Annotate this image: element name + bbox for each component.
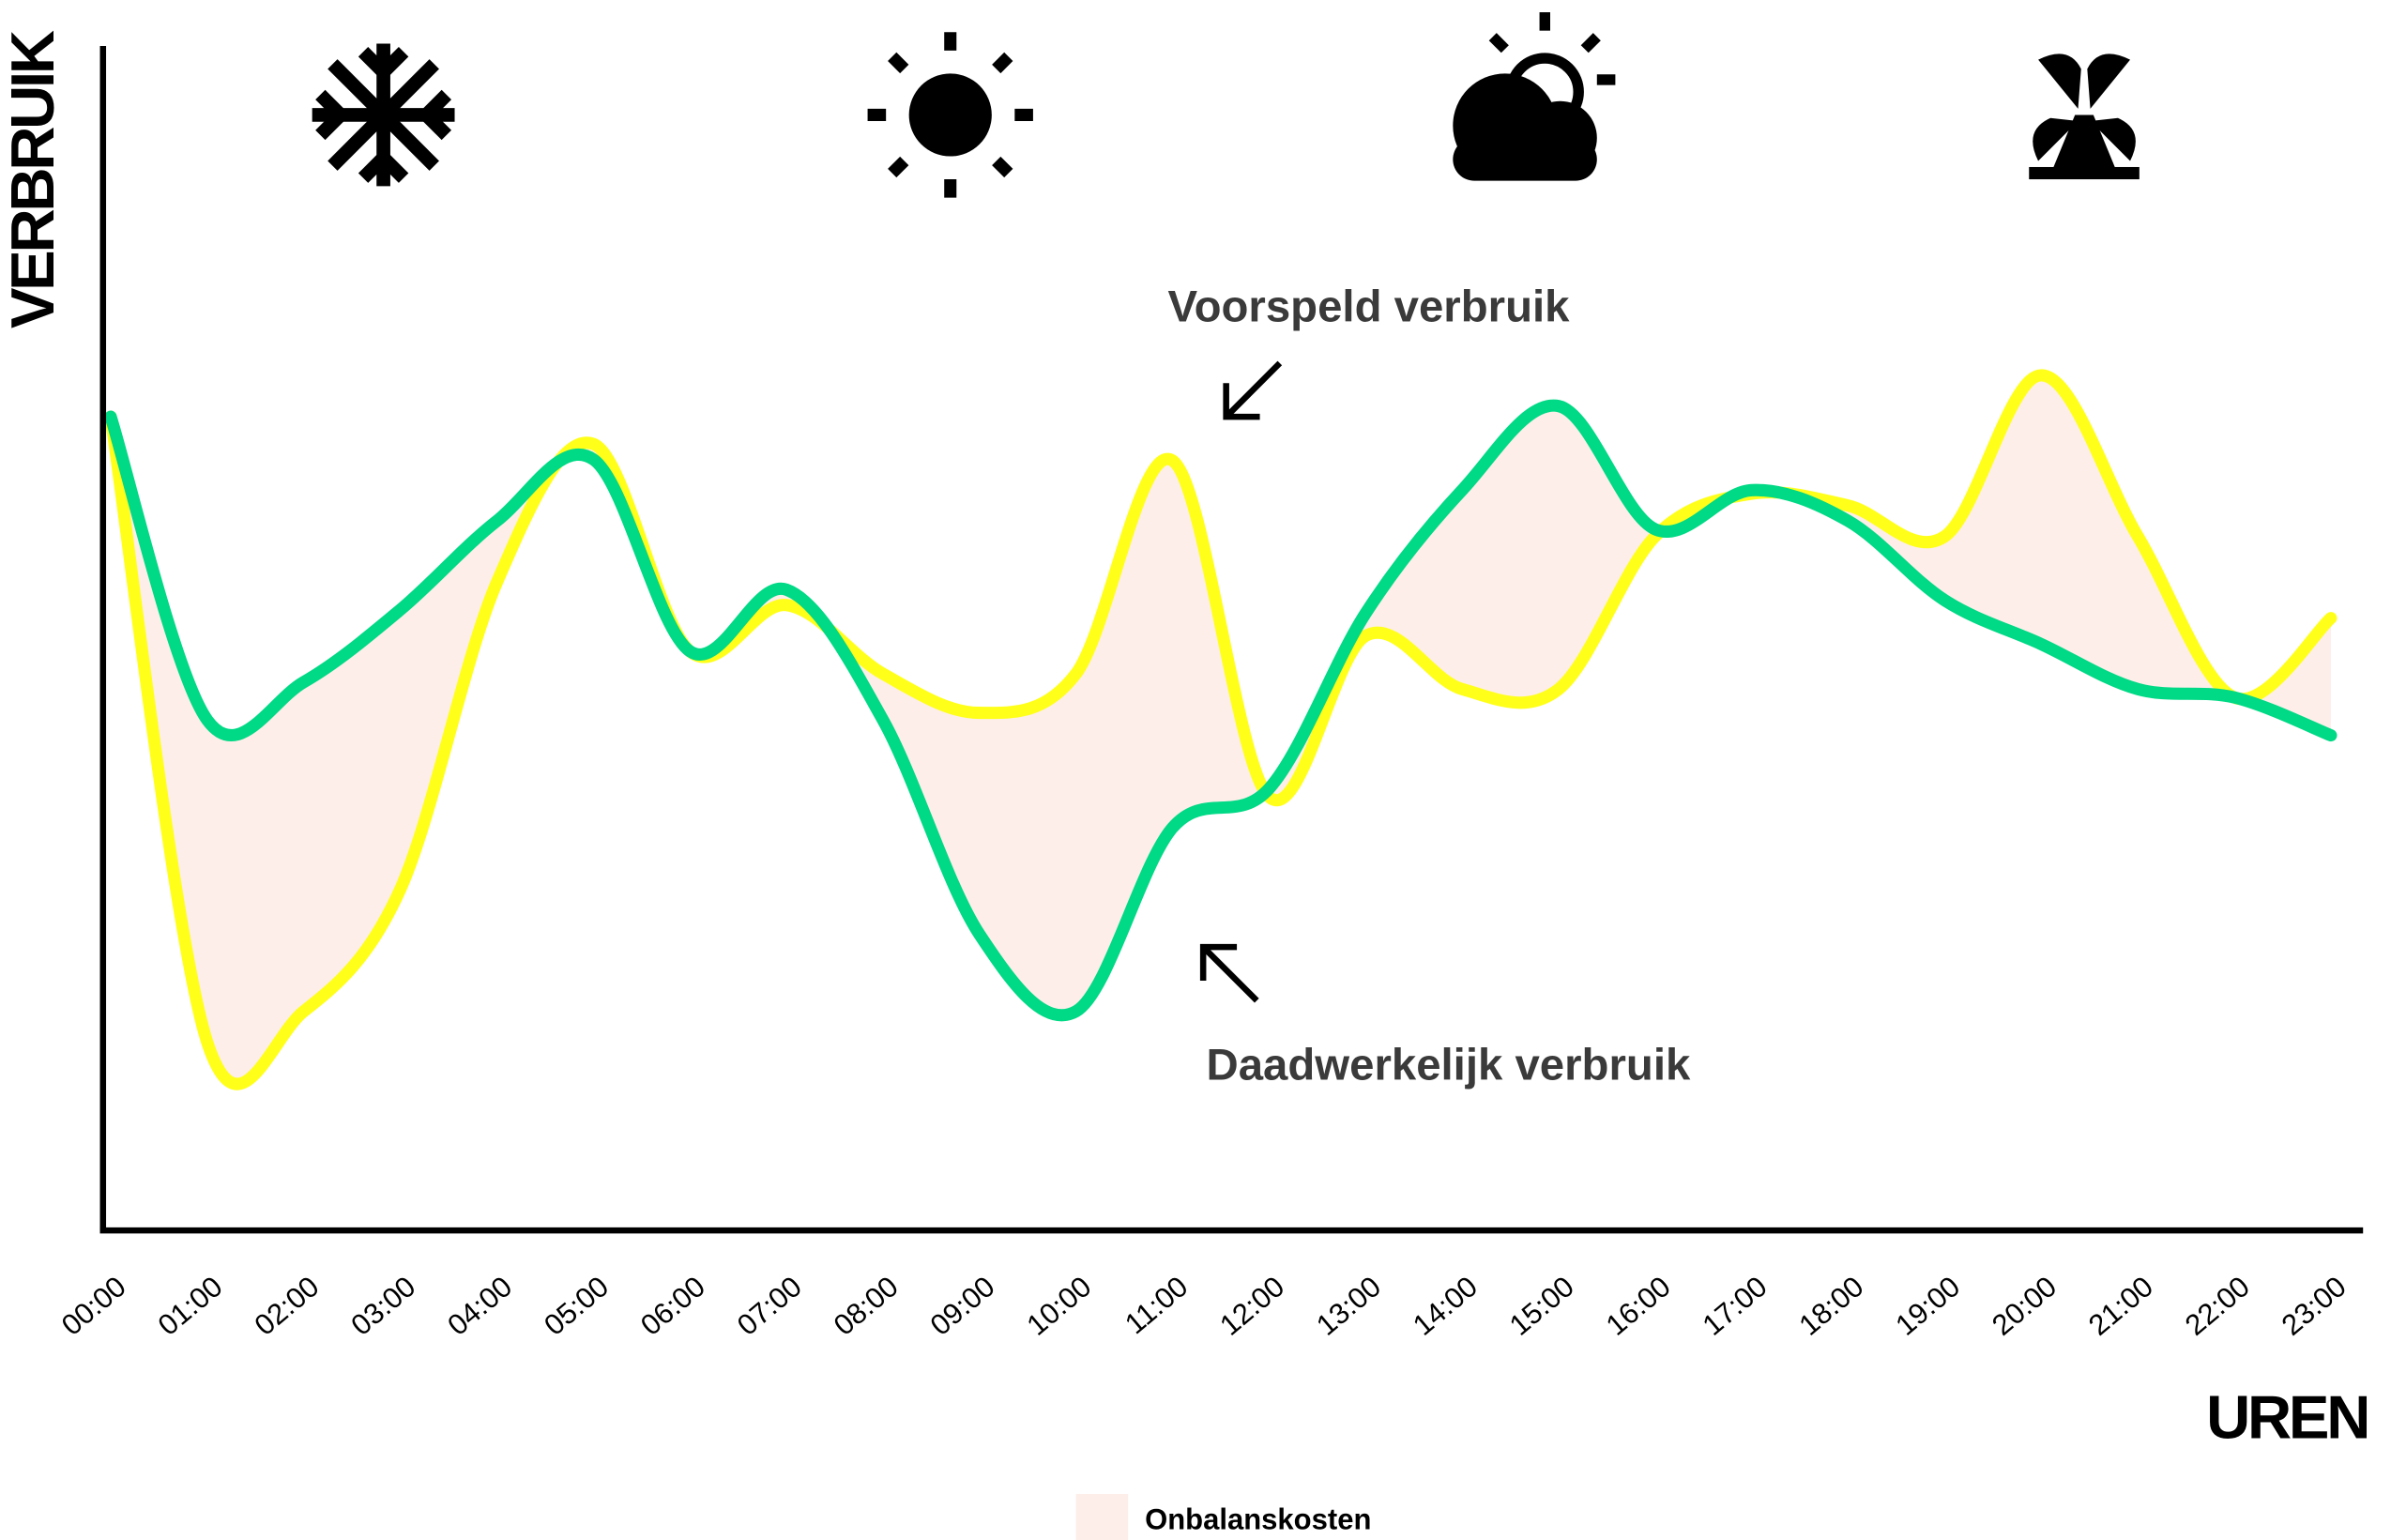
arrow	[1199, 943, 1259, 1003]
imbalance-area	[110, 374, 2331, 1085]
series-line	[104, 399, 2338, 1022]
x-tick-label: 04:00	[441, 1270, 518, 1342]
x-tick-label: 18:00	[1792, 1270, 1869, 1342]
y-axis-title: VERBRUIK	[0, 30, 67, 328]
x-tick-label: 08:00	[828, 1270, 905, 1342]
x-tick-label: 12:00	[1213, 1270, 1290, 1342]
x-tick-label: 02:00	[249, 1270, 326, 1342]
line-layer	[104, 369, 2338, 1090]
sun-icon	[867, 32, 1033, 198]
x-tick-label: 14:00	[1407, 1270, 1484, 1342]
x-tick-label: 22:00	[2179, 1270, 2256, 1342]
x-tick-label: 16:00	[1600, 1270, 1677, 1342]
series-line	[104, 369, 2338, 1090]
windmill-icon	[2029, 53, 2140, 180]
x-tick-label: 03:00	[344, 1270, 421, 1342]
x-tick-label: 07:00	[731, 1270, 808, 1342]
cloud-sun-icon	[1453, 12, 1616, 181]
snowflake-icon	[312, 43, 455, 187]
x-tick-label: 10:00	[1021, 1270, 1098, 1342]
x-tick-label: 19:00	[1889, 1270, 1966, 1342]
x-tick-label: 15:00	[1503, 1270, 1580, 1342]
x-tick-label: 23:00	[2276, 1270, 2353, 1342]
fill-layer	[110, 374, 2331, 1085]
annotation: Daadwerkelijk verbruik	[1207, 1041, 1691, 1090]
x-tick-label: 09:00	[924, 1270, 1001, 1342]
x-axis-title: UREN	[2206, 1383, 2368, 1452]
legend-swatch	[1075, 1494, 1129, 1540]
x-tick-label: 05:00	[538, 1270, 615, 1342]
annotation: Voorspeld verbruik	[1168, 282, 1571, 331]
x-tick-label: 13:00	[1310, 1270, 1387, 1342]
x-tick-label: 06:00	[634, 1270, 711, 1342]
x-tick-label: 11:00	[1119, 1270, 1194, 1340]
x-tick-label: 21:00	[2082, 1270, 2159, 1342]
x-tick-label: 20:00	[1986, 1270, 2063, 1342]
x-tick-label: 00:00	[55, 1270, 132, 1342]
x-tick-label: 01:00	[152, 1270, 229, 1342]
legend-label: Onbalanskosten	[1145, 1503, 1371, 1536]
arrow	[1223, 360, 1283, 420]
x-tick-label: 17:00	[1697, 1270, 1774, 1342]
